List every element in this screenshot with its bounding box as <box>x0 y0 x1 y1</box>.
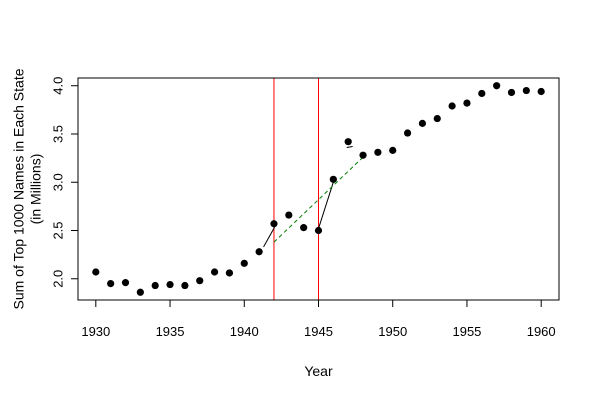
data-point-1946 <box>329 175 337 183</box>
trend-segments <box>263 146 364 248</box>
data-point-1958 <box>507 88 516 97</box>
x-tick-label-1935: 1935 <box>156 324 185 339</box>
data-point-1936 <box>181 281 189 290</box>
x-tick-label-1960: 1960 <box>527 324 556 339</box>
y-axis-title-line-1: Sum of Top 1000 Names in Each State <box>11 68 27 309</box>
x-tick-label-1945: 1945 <box>304 324 333 339</box>
data-point-1931 <box>107 279 115 288</box>
trend-segment-0 <box>263 225 276 248</box>
data-point-1943 <box>285 211 293 219</box>
y-tick-label-3.5: 3.5 <box>50 125 65 143</box>
data-point-1959 <box>522 86 530 95</box>
trend-segment-1 <box>318 177 336 229</box>
y-tick-label-3.0: 3.0 <box>50 173 65 191</box>
vertical-lines <box>273 78 319 300</box>
y-tick-label-4.0: 4.0 <box>50 77 65 95</box>
data-point-1948 <box>359 151 367 159</box>
data-point-1949 <box>374 148 382 156</box>
y-tick-label-2.5: 2.5 <box>50 221 65 239</box>
data-point-1954 <box>448 102 456 110</box>
x-tick-label-1940: 1940 <box>230 324 259 339</box>
data-point-1938 <box>210 268 219 276</box>
y-tick-label-2.0: 2.0 <box>50 270 65 288</box>
data-point-1941 <box>255 248 263 256</box>
data-point-1951 <box>403 129 412 137</box>
data-point-1935 <box>166 280 174 289</box>
data-point-1945 <box>314 226 323 235</box>
x-tick-label-1955: 1955 <box>452 324 481 339</box>
data-point-1952 <box>418 119 427 127</box>
data-point-1957 <box>493 82 501 90</box>
data-point-1939 <box>225 269 234 277</box>
data-point-1942 <box>270 220 278 228</box>
data-point-1932 <box>121 279 130 287</box>
data-point-1934 <box>151 281 159 290</box>
data-point-1944 <box>300 224 308 232</box>
x-axis-title: Year <box>304 363 333 379</box>
y-axis: 2.0 2.5 3.0 3.5 4.0 <box>50 77 79 288</box>
data-point-1960 <box>537 87 545 96</box>
data-point-1940 <box>240 259 248 267</box>
data-point-1955 <box>463 99 471 107</box>
y-axis-title-line-2: (in Millions) <box>28 154 44 225</box>
trend-segment-2 <box>346 146 353 148</box>
x-tick-label-1930: 1930 <box>81 324 110 339</box>
data-point-1947 <box>344 138 352 146</box>
data-point-1956 <box>478 89 486 98</box>
data-point-1953 <box>433 114 441 123</box>
data-point-1933 <box>136 288 144 296</box>
data-point-1950 <box>389 146 397 154</box>
x-axis: 1930 1935 1940 1945 1950 1955 1960 <box>81 299 556 339</box>
data-points <box>92 82 545 296</box>
data-point-1937 <box>196 277 204 285</box>
x-tick-label-1950: 1950 <box>378 324 407 339</box>
data-point-1930 <box>92 268 100 276</box>
